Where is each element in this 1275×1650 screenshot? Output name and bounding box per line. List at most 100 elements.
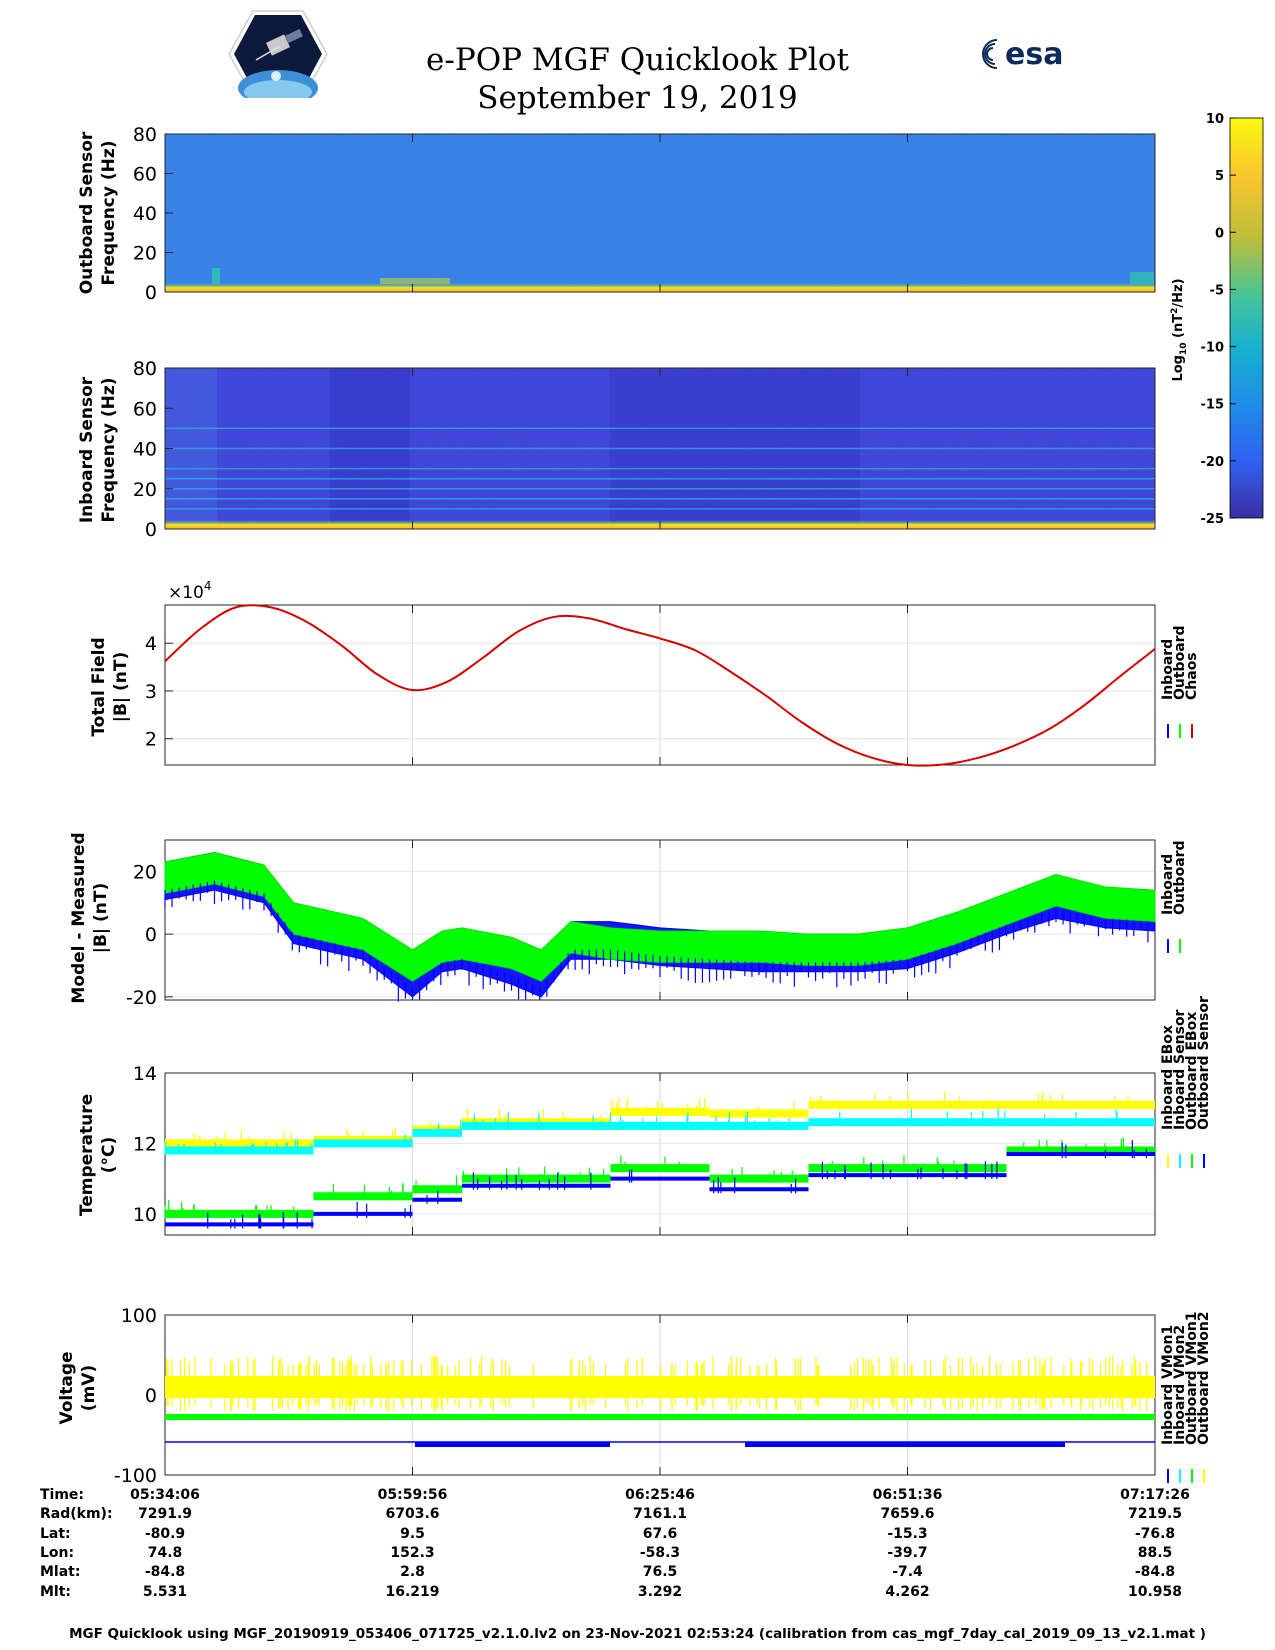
info-value-rad: 7659.6 <box>880 1506 935 1523</box>
legend-label-1: Inboard VMon2 <box>1172 1325 1188 1445</box>
info-value-lon: -39.7 <box>887 1544 928 1561</box>
outboard-burst-3 <box>1130 272 1154 284</box>
legend-label-3: Outboard VMon2 <box>1196 1311 1212 1445</box>
outboard-spectrogram: 0 20 40 60 80 <box>133 124 1156 304</box>
info-row-label: Time: <box>40 1487 85 1503</box>
info-row-label: Lat: <box>40 1525 71 1542</box>
mission-logo <box>228 10 328 98</box>
info-value-mlat: -84.8 <box>1134 1564 1176 1581</box>
info-value-rad: 7219.5 <box>1127 1506 1183 1523</box>
legend-label-2: Outboard EBox <box>1184 1012 1200 1130</box>
esa-logo-text: esa <box>1005 37 1063 72</box>
y-tick-label-0: 0 <box>145 519 157 541</box>
info-value-lon: 152.3 <box>390 1544 435 1561</box>
legend-label-3: Outboard Sensor <box>1196 996 1212 1130</box>
y-tick-label-2: 100 <box>121 1305 157 1327</box>
y-tick-label-2: 40 <box>133 439 157 461</box>
info-value-mlt: 5.531 <box>142 1583 188 1600</box>
y-tick-label-0: -100 <box>114 1465 157 1487</box>
y-tick-label-1: 0 <box>145 924 157 946</box>
temperature-axes: 10 12 14 <box>133 1063 1156 1236</box>
outboard-spectrogram-noise <box>165 134 1155 292</box>
info-row-label: Mlt: <box>40 1583 72 1600</box>
y-tick-label-1: 0 <box>145 1385 157 1407</box>
colorbar-tick-label-7: -25 <box>1201 512 1225 527</box>
plot-title: e-POP MGF Quicklook Plot <box>426 42 849 78</box>
info-value-time: 05:34:06 <box>130 1487 200 1503</box>
y-tick-label-2: 20 <box>133 861 157 883</box>
info-value-time: 07:17:26 <box>1120 1487 1190 1503</box>
info-value-mlat: 2.8 <box>400 1564 425 1581</box>
inboard-spectral-lines <box>165 427 1155 510</box>
info-value-lon: -58.3 <box>639 1544 681 1561</box>
info-row-label: Lon: <box>40 1544 75 1561</box>
info-value-time: 06:51:36 <box>872 1487 943 1503</box>
legend-label-0: Inboard <box>1160 854 1176 915</box>
colorbar-tick-label-2: 0 <box>1215 226 1224 241</box>
voltage-noise-spikes <box>166 1356 1148 1412</box>
y-tick-label-2: 14 <box>133 1063 157 1085</box>
colorbar-tick-label-1: 5 <box>1215 169 1224 184</box>
colorbar-gradient <box>1229 117 1264 519</box>
y-tick-label-1: 20 <box>133 243 157 265</box>
esa-logo: esa <box>982 37 1063 72</box>
temp-series-1 <box>165 1118 1155 1155</box>
colorbar-tick-label-6: -20 <box>1201 455 1225 470</box>
y-tick-label-3: 60 <box>133 164 157 186</box>
info-value-mlt: 3.292 <box>637 1583 683 1600</box>
vmon-outboard2-segment-2 <box>745 1442 1065 1447</box>
y-tick-label-4: 80 <box>133 124 157 146</box>
colorbar-tick-label-0: 10 <box>1206 112 1224 127</box>
y-tick-label-0: 0 <box>145 282 157 304</box>
model-measured-axes: -20 0 20 <box>126 839 1156 1009</box>
colorbar-label: Log10 (nT2/Hz) <box>1170 278 1189 381</box>
info-row-label: Mlat: <box>40 1564 81 1581</box>
y-tick-label-4: 80 <box>133 358 157 380</box>
y-tick-label-1: 20 <box>133 479 157 501</box>
y-tick-label-1: 12 <box>133 1133 157 1155</box>
legend-label-1: Outboard <box>1172 625 1188 700</box>
footer-caption: MGF Quicklook using MGF_20190919_053406_… <box>69 1626 1206 1642</box>
info-value-time: 06:25:46 <box>625 1487 695 1503</box>
legend-label-2: Chaos <box>1184 652 1200 700</box>
model-measured-noise-spikes <box>164 880 1149 1002</box>
info-value-time: 05:59:56 <box>377 1487 448 1503</box>
info-value-lat: 67.6 <box>642 1525 678 1542</box>
outboard-burst-2 <box>212 268 220 284</box>
vmon-outboard2-segment-1 <box>415 1442 610 1447</box>
y-tick-label-0: 10 <box>133 1204 157 1226</box>
info-value-rad: 7161.1 <box>632 1506 688 1523</box>
legend-label-1: Inboard Sensor <box>1172 1009 1188 1130</box>
total-field-axes: 2 3 4 <box>145 604 1156 766</box>
total-field-exponent: ×104 <box>168 579 212 603</box>
y-tick-label-3: 60 <box>133 398 157 420</box>
outboard-burst <box>380 278 450 284</box>
info-value-rad: 7291.9 <box>137 1506 193 1523</box>
info-value-lat: -15.3 <box>887 1525 928 1542</box>
legend-label-0: Inboard <box>1160 639 1176 700</box>
plot-date: September 19, 2019 <box>477 80 798 116</box>
y-tick-label-2: 4 <box>145 633 157 655</box>
inboard-axes: 0 20 40 60 80 <box>133 358 1156 541</box>
y-tick-label-0: 2 <box>145 729 157 751</box>
legend-label-1: Outboard <box>1172 840 1188 915</box>
y-tick-label-1: 3 <box>145 681 157 703</box>
info-row-label: Rad(km): <box>40 1506 113 1523</box>
colorbar-tick-label-5: -15 <box>1201 398 1225 413</box>
chaos-series-line <box>164 604 1156 767</box>
inboard-spectrogram: 0 20 40 60 80 <box>133 358 1156 541</box>
info-value-lon: 88.5 <box>1137 1544 1173 1561</box>
info-value-mlt: 4.262 <box>885 1583 930 1600</box>
info-value-mlat: -7.4 <box>892 1564 923 1581</box>
info-value-lat: 9.5 <box>400 1525 425 1542</box>
y-tick-label-2: 40 <box>133 203 157 225</box>
info-value-mlt: 10.958 <box>1127 1583 1183 1600</box>
